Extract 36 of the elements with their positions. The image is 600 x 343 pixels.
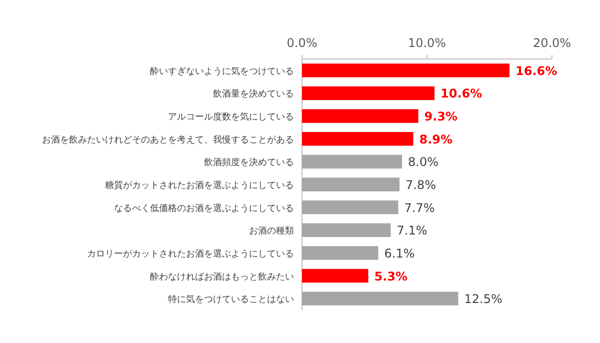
y-tick-label: お酒を飲みたいけれどそのあとを考えて、我慢することがある	[42, 134, 294, 146]
bar	[302, 246, 378, 260]
y-tick-label: 糖質がカットされたお酒を選ぶようにしている	[105, 180, 294, 191]
bar	[302, 109, 418, 123]
x-tick-label: 20.0%	[532, 36, 572, 50]
x-tick-label: 10.0%	[408, 36, 446, 50]
data-label: 9.3%	[424, 110, 458, 124]
data-label: 12.5%	[464, 292, 502, 306]
bar	[302, 64, 510, 78]
data-label: 10.6%	[440, 86, 482, 101]
data-label: 5.3%	[374, 269, 408, 284]
data-label: 7.1%	[396, 224, 428, 238]
bar	[302, 132, 414, 146]
bar	[302, 86, 434, 100]
bar	[302, 223, 391, 237]
data-label: 7.7%	[404, 200, 435, 215]
y-tick-label: 特に気をつけていることはない	[168, 294, 294, 306]
y-tick-label: 飲酒頻度を決めている	[204, 157, 294, 168]
y-tick-label: アルコール度数を気にしている	[168, 112, 294, 123]
data-label: 7.8%	[406, 178, 436, 192]
bar	[302, 178, 400, 192]
y-tick-label: 酔わなければお酒はもっと飲みたい	[150, 271, 294, 282]
data-label: 16.6%	[516, 64, 558, 78]
bar	[302, 154, 402, 169]
data-label: 6.1%	[384, 246, 415, 260]
data-label: 8.0%	[408, 155, 438, 170]
bar	[302, 292, 458, 306]
x-tick-label: 0.0%	[286, 36, 318, 50]
bar	[302, 268, 368, 283]
y-tick-label: なるべく低価格のお酒を選ぶようにしている	[114, 202, 294, 214]
y-tick-label: 酔いすぎないように気をつけている	[150, 66, 294, 77]
y-tick-label: 飲酒量を決めている	[213, 88, 294, 100]
y-tick-label: カロリーがカットされたお酒を選ぶようにしている	[87, 248, 294, 260]
bar	[302, 200, 398, 214]
y-tick-label: お酒の種類	[249, 226, 294, 237]
data-label: 8.9%	[419, 132, 453, 146]
